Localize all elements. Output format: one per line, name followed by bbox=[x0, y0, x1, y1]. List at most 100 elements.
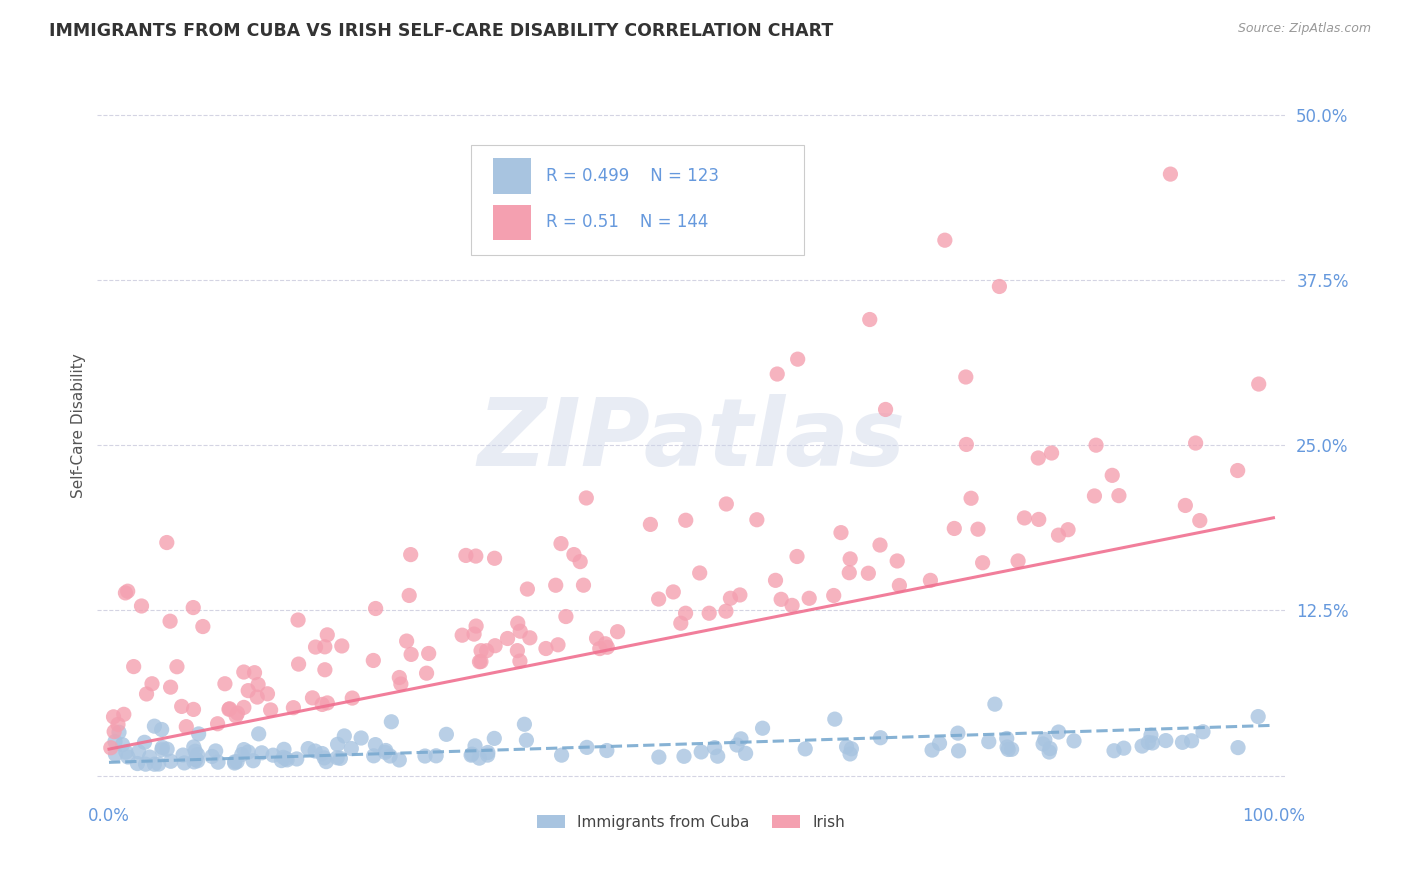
Point bbox=[183, 755, 205, 769]
Point bbox=[669, 616, 692, 631]
Point bbox=[232, 742, 254, 756]
Point bbox=[672, 749, 695, 764]
Point bbox=[271, 750, 294, 764]
Point bbox=[122, 659, 145, 673]
Point bbox=[734, 747, 756, 761]
Point bbox=[838, 566, 860, 580]
Point bbox=[159, 680, 181, 694]
Point bbox=[675, 513, 697, 527]
Point bbox=[519, 631, 541, 645]
Point bbox=[330, 639, 353, 653]
Point bbox=[350, 731, 373, 745]
Point bbox=[468, 751, 491, 765]
Point bbox=[1038, 745, 1060, 759]
Point bbox=[647, 592, 669, 607]
Point bbox=[314, 640, 336, 654]
Point bbox=[247, 727, 270, 741]
Point bbox=[943, 521, 966, 535]
Point bbox=[513, 717, 536, 731]
Point bbox=[259, 703, 281, 717]
Point bbox=[225, 709, 247, 723]
Point bbox=[363, 653, 385, 667]
Point bbox=[1140, 728, 1163, 742]
Point bbox=[477, 748, 499, 763]
Point bbox=[554, 609, 576, 624]
Point bbox=[326, 751, 349, 765]
Point bbox=[1101, 468, 1123, 483]
Point bbox=[131, 599, 153, 613]
Point bbox=[1047, 725, 1070, 739]
Point bbox=[184, 752, 207, 766]
Point bbox=[187, 727, 209, 741]
Point bbox=[1039, 741, 1062, 756]
Point bbox=[858, 566, 880, 581]
Point bbox=[465, 619, 488, 633]
Point bbox=[1159, 167, 1181, 181]
Point bbox=[1247, 377, 1270, 392]
Point bbox=[461, 747, 484, 761]
Point bbox=[921, 743, 943, 757]
Point bbox=[1047, 528, 1070, 542]
Text: R = 0.499    N = 123: R = 0.499 N = 123 bbox=[547, 167, 720, 185]
Point bbox=[207, 716, 229, 731]
Point bbox=[114, 586, 136, 600]
Point bbox=[250, 746, 273, 760]
Point bbox=[415, 666, 437, 681]
Point bbox=[150, 740, 173, 755]
Point bbox=[606, 624, 628, 639]
Point bbox=[977, 734, 1000, 748]
FancyBboxPatch shape bbox=[494, 158, 531, 194]
Point bbox=[1063, 734, 1085, 748]
Point bbox=[276, 753, 298, 767]
Point bbox=[138, 750, 160, 764]
Point bbox=[395, 634, 418, 648]
Text: R = 0.51    N = 144: R = 0.51 N = 144 bbox=[547, 212, 709, 231]
Point bbox=[364, 738, 387, 752]
Point bbox=[173, 756, 195, 770]
Point bbox=[886, 554, 908, 568]
Text: ZIPatlas: ZIPatlas bbox=[477, 394, 905, 486]
Point bbox=[703, 740, 725, 755]
Point bbox=[1026, 450, 1049, 465]
Point bbox=[1174, 499, 1197, 513]
Point bbox=[839, 552, 862, 566]
Point bbox=[770, 592, 793, 607]
Point bbox=[470, 643, 492, 657]
Point bbox=[127, 756, 149, 771]
Point bbox=[550, 536, 572, 550]
Point bbox=[148, 757, 170, 772]
Point bbox=[928, 736, 950, 750]
Point bbox=[304, 744, 326, 758]
Point bbox=[297, 741, 319, 756]
Point bbox=[170, 699, 193, 714]
Point bbox=[675, 606, 697, 620]
Point bbox=[589, 641, 612, 656]
Point bbox=[470, 655, 492, 669]
Point bbox=[363, 748, 385, 763]
Point bbox=[117, 750, 139, 764]
Point bbox=[859, 312, 882, 326]
Point bbox=[1108, 489, 1130, 503]
Point bbox=[780, 599, 803, 613]
Point bbox=[875, 402, 897, 417]
Point bbox=[550, 748, 572, 763]
Point bbox=[766, 367, 789, 381]
Point bbox=[342, 691, 364, 706]
Point bbox=[103, 710, 125, 724]
Point bbox=[988, 279, 1011, 293]
Point bbox=[794, 742, 817, 756]
Point bbox=[1085, 438, 1108, 452]
Legend: Immigrants from Cuba, Irish: Immigrants from Cuba, Irish bbox=[531, 808, 851, 836]
Point bbox=[262, 748, 284, 763]
Point bbox=[1184, 436, 1206, 450]
Point bbox=[112, 707, 135, 722]
Point bbox=[374, 745, 396, 759]
Point bbox=[201, 749, 224, 764]
Point bbox=[967, 522, 990, 536]
Point bbox=[547, 638, 569, 652]
Point bbox=[720, 591, 742, 606]
Point bbox=[183, 702, 205, 716]
Point bbox=[484, 551, 506, 566]
Point bbox=[475, 644, 498, 658]
Point bbox=[399, 648, 422, 662]
